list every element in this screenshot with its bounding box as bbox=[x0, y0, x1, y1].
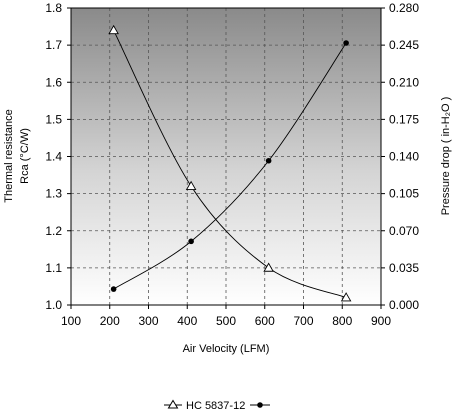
y-left-tick-label: 1.5 bbox=[45, 112, 62, 126]
legend: HC 5837-12 bbox=[164, 399, 270, 412]
x-tick-label: 300 bbox=[138, 314, 158, 328]
y-left-tick-label: 1.2 bbox=[45, 224, 62, 238]
legend-marker-circle bbox=[257, 402, 263, 408]
y-right-tick-label: 0.140 bbox=[389, 150, 419, 164]
y-left-axis-label-line2: Rca (°C/W) bbox=[19, 128, 31, 184]
grid bbox=[71, 8, 381, 305]
series-lines bbox=[113, 30, 347, 298]
y-left-tick-label: 1.3 bbox=[45, 187, 62, 201]
x-axis-label: Air Velocity (LFM) bbox=[183, 343, 270, 355]
x-tick-label: 200 bbox=[100, 314, 120, 328]
y-right-tick-label: 0.245 bbox=[389, 38, 419, 52]
x-tick-label: 100 bbox=[61, 314, 81, 328]
y-left-tick-label: 1.4 bbox=[45, 150, 62, 164]
x-axis-ticks: 100 200 300 400 500 600 700 800 900 bbox=[61, 305, 391, 328]
legend-label: HC 5837-12 bbox=[186, 400, 245, 412]
y-right-tick-label: 0.105 bbox=[389, 187, 419, 201]
y-right-axis-label: Pressure drop ( in-H₂O ) bbox=[440, 97, 452, 216]
y-left-tick-label: 1.6 bbox=[45, 75, 62, 89]
y-left-tick-label: 1.8 bbox=[45, 1, 62, 15]
y-right-tick-label: 0.175 bbox=[389, 112, 419, 126]
series-line-2 bbox=[113, 42, 347, 290]
x-tick-label: 700 bbox=[293, 314, 313, 328]
y-left-axis-label-line1: Thermal resistance bbox=[3, 109, 15, 203]
data-point-triangle bbox=[185, 180, 197, 191]
y-right-tick-label: 0.035 bbox=[389, 261, 419, 275]
legend-marker-triangle bbox=[167, 399, 179, 409]
data-point-circle bbox=[188, 238, 194, 245]
y-right-tick-label: 0.000 bbox=[389, 298, 419, 312]
data-point-circle bbox=[343, 40, 349, 46]
series-markers bbox=[108, 24, 352, 302]
x-tick-label: 800 bbox=[332, 314, 352, 328]
data-point-circle bbox=[265, 157, 272, 164]
x-tick-label: 400 bbox=[177, 314, 197, 328]
y-left-tick-label: 1.7 bbox=[45, 38, 62, 52]
y-left-tick-label: 1.1 bbox=[45, 261, 62, 275]
x-tick-label: 600 bbox=[255, 314, 275, 328]
y-right-tick-label: 0.070 bbox=[389, 224, 419, 238]
data-point-triangle bbox=[108, 24, 119, 35]
data-point-circle bbox=[110, 286, 117, 292]
x-tick-label: 900 bbox=[371, 314, 391, 328]
y-right-tick-label: 0.210 bbox=[389, 75, 419, 89]
y-left-tick-label: 1.0 bbox=[45, 298, 62, 312]
data-point-triangle bbox=[263, 262, 274, 272]
y-right-tick-label: 0.280 bbox=[389, 1, 419, 15]
x-tick-label: 500 bbox=[216, 314, 236, 328]
data-point-triangle bbox=[340, 292, 352, 302]
y-right-axis-ticks: 0.000 0.035 0.070 0.105 0.140 0.175 0.210 0.245… bbox=[381, 1, 419, 312]
y-left-axis-ticks: 1.0 1.1 1.2 1.3 1.4 1.5 1.6 1.7 1.8 bbox=[45, 1, 71, 312]
